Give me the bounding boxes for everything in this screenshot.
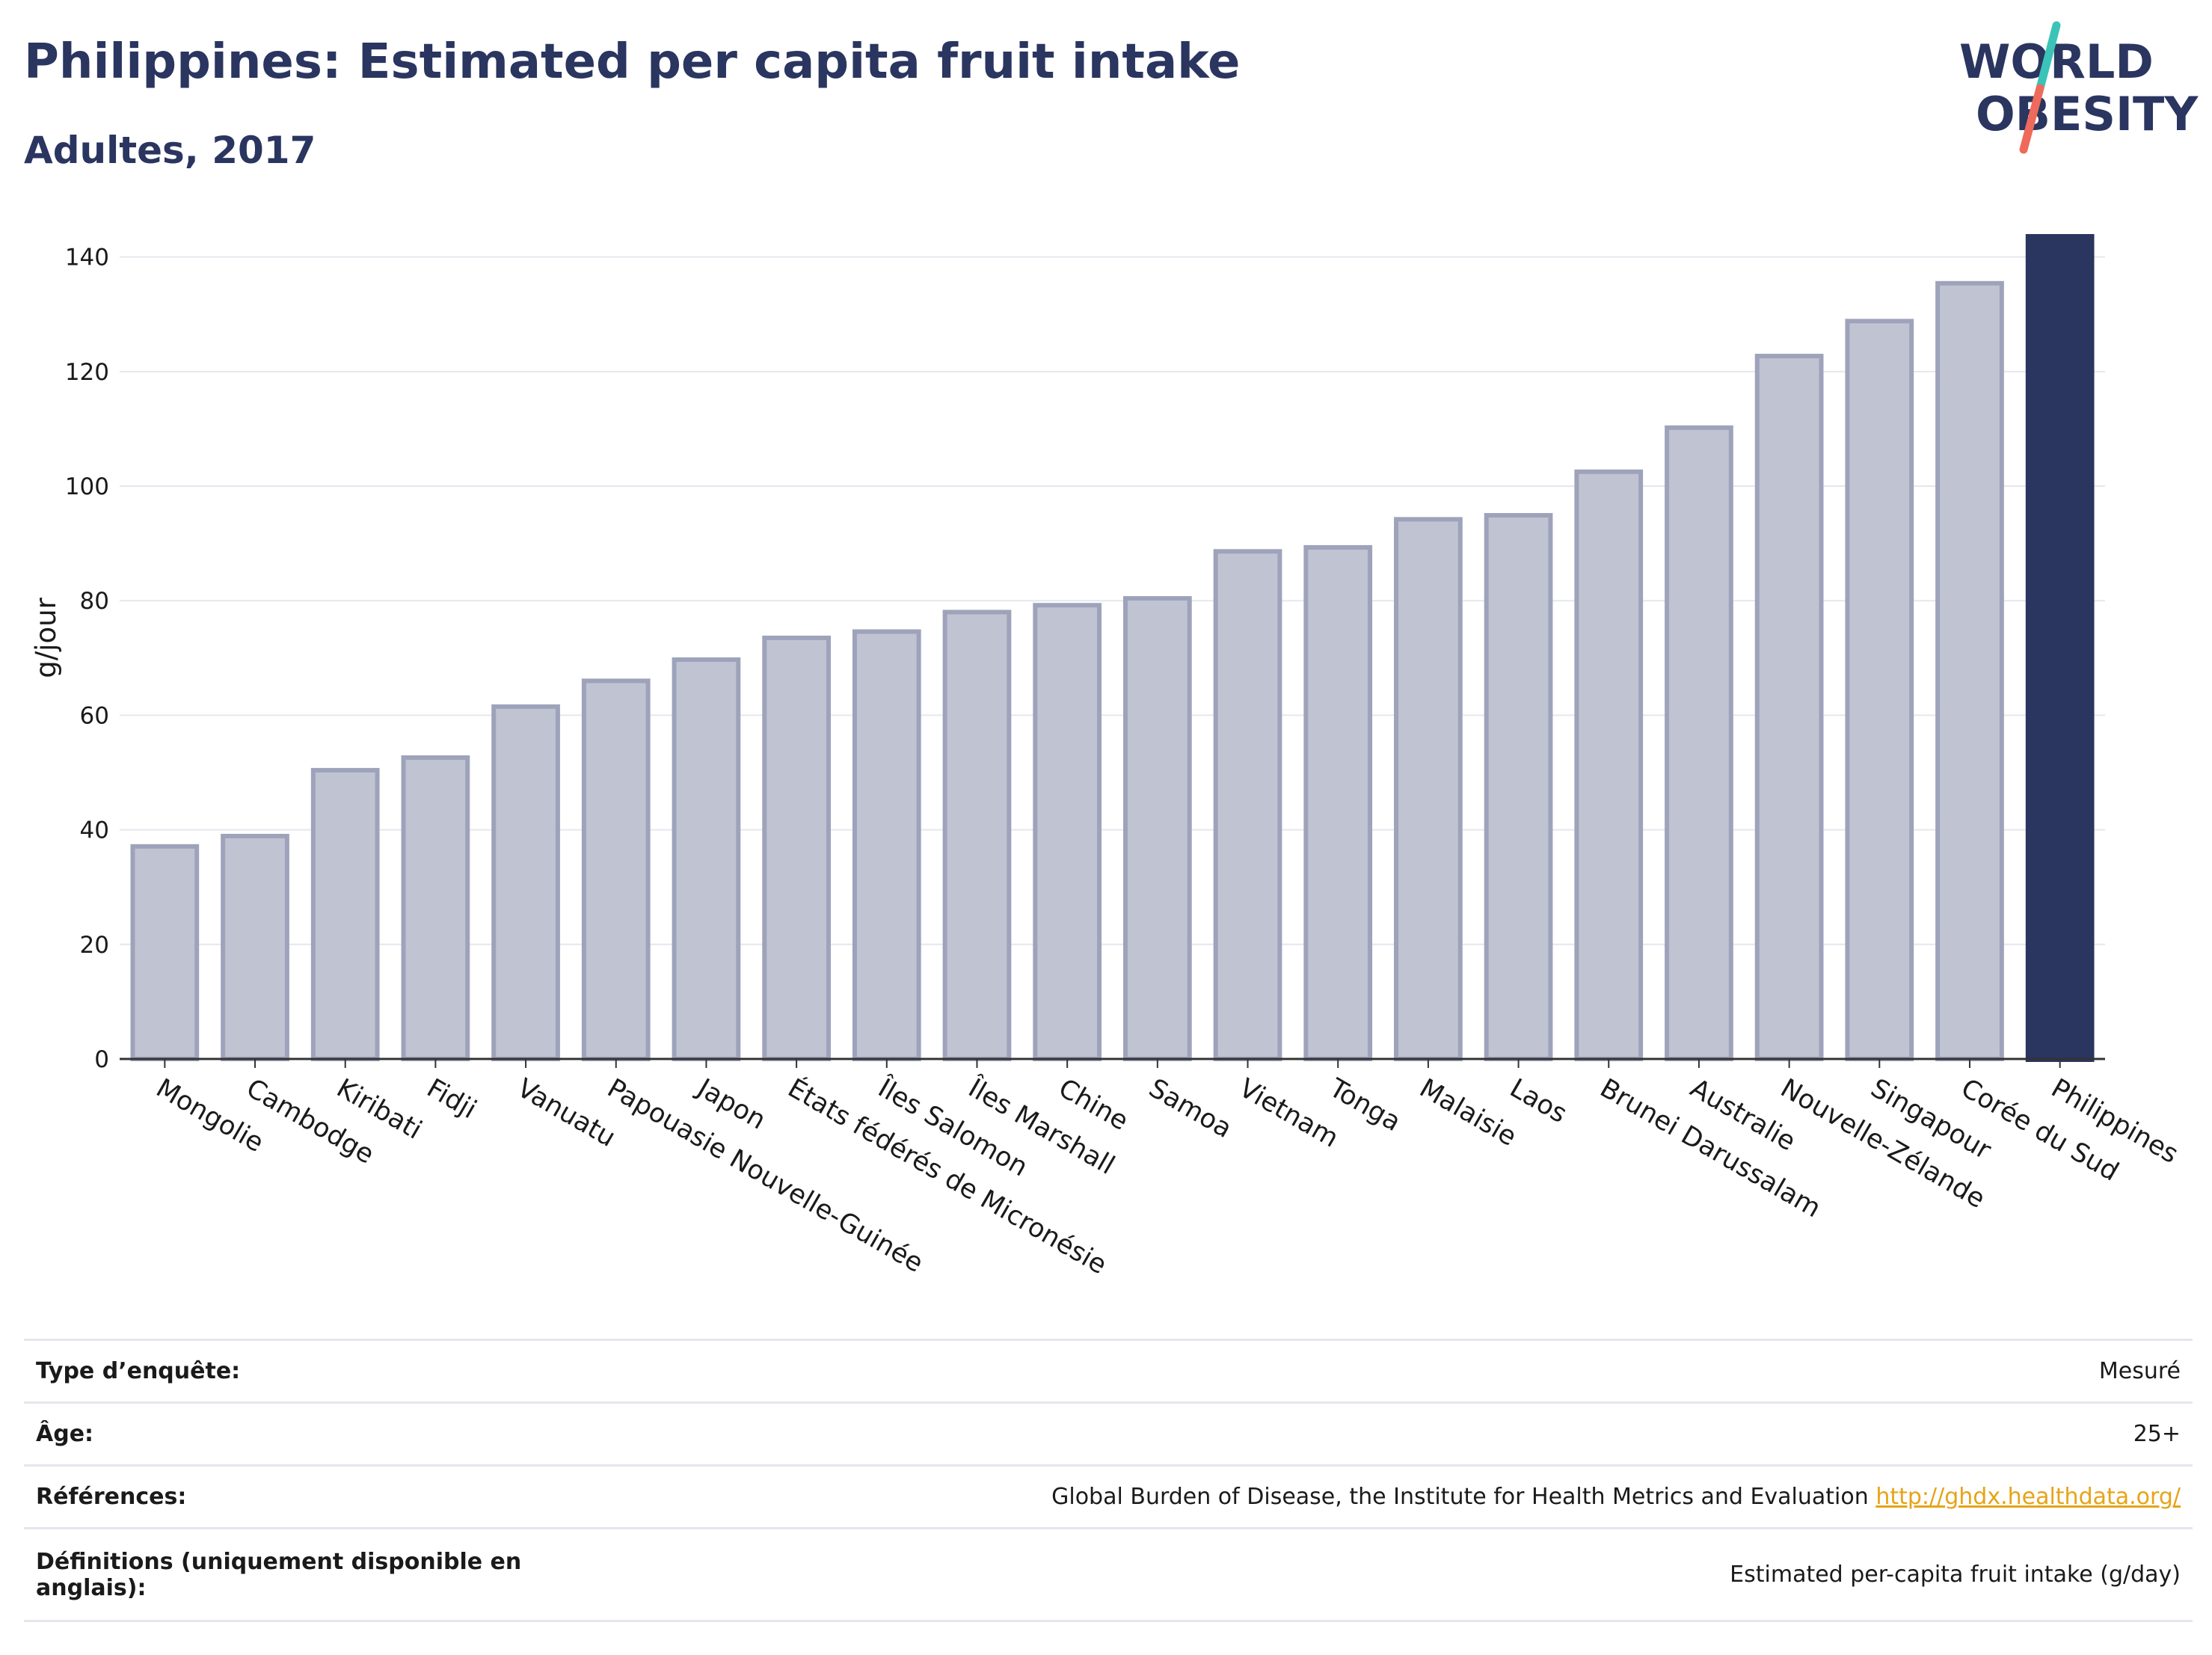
info-value: Mesuré xyxy=(574,1339,2193,1404)
reference-link[interactable]: http://ghdx.healthdata.org/ xyxy=(1875,1484,2181,1510)
info-row-references: Références: Global Burden of Disease, th… xyxy=(24,1464,2193,1529)
bar xyxy=(1665,425,1733,1061)
y-tick-label: 120 xyxy=(65,359,109,386)
bar-chart: 020406080100120140g/jourMongolieCambodge… xyxy=(30,233,2183,1280)
y-tick-label: 100 xyxy=(65,473,109,500)
bar xyxy=(1033,603,1102,1061)
y-tick-label: 0 xyxy=(94,1046,109,1073)
bar xyxy=(491,704,560,1061)
reference-text: Global Burden of Disease, the Institute … xyxy=(1051,1484,1869,1510)
bar xyxy=(762,635,831,1061)
bar xyxy=(1754,354,1824,1061)
info-row-survey-type: Type d’enquête: Mesuré xyxy=(24,1339,2193,1404)
x-tick-label: Papouasie Nouvelle-Guinée xyxy=(602,1073,928,1279)
info-row-definitions: Définitions (uniquement disponible en an… xyxy=(24,1527,2193,1622)
logo-slash-coral-icon xyxy=(2019,84,2044,154)
x-tick-label: Vietnam xyxy=(1234,1073,1343,1154)
bar xyxy=(672,657,741,1061)
info-key: Références: xyxy=(24,1464,574,1529)
logo-slash-teal-icon xyxy=(2036,21,2061,93)
bar xyxy=(942,610,1012,1061)
bar xyxy=(1845,319,1914,1061)
x-tick-label: Vanuatu xyxy=(512,1073,621,1153)
bar xyxy=(852,629,921,1061)
y-tick-label: 20 xyxy=(80,932,109,959)
logo-line1: WORLD xyxy=(1959,34,2154,89)
info-key: Âge: xyxy=(24,1401,574,1467)
bar xyxy=(310,767,380,1061)
bar xyxy=(1484,513,1553,1061)
bar xyxy=(1574,469,1644,1061)
chart-subtitle: Adultes, 2017 xyxy=(24,129,316,172)
world-obesity-logo: WORLD OBESITY xyxy=(1959,21,2199,154)
bar xyxy=(581,678,651,1061)
y-tick-label: 60 xyxy=(80,702,109,729)
bar xyxy=(221,833,289,1062)
info-value: Global Burden of Disease, the Institute … xyxy=(574,1464,2193,1529)
y-tick-label: 40 xyxy=(80,817,109,844)
bar xyxy=(130,844,200,1062)
x-tick-label: Fidji xyxy=(422,1073,482,1125)
bar-highlight xyxy=(2025,233,2095,1062)
bar xyxy=(1935,280,2004,1061)
chart-title: Philippines: Estimated per capita fruit … xyxy=(24,34,1241,90)
bar xyxy=(1213,549,1282,1061)
info-value: Estimated per-capita fruit intake (g/day… xyxy=(574,1527,2193,1622)
bar xyxy=(1394,517,1463,1061)
bar xyxy=(1122,596,1192,1061)
logo-line2: OBESITY xyxy=(1976,87,2199,141)
info-row-age: Âge: 25+ xyxy=(24,1401,2193,1467)
x-tick-label: Laos xyxy=(1505,1073,1572,1129)
x-tick-label: Samoa xyxy=(1143,1073,1236,1144)
y-axis-title: g/jour xyxy=(30,597,62,678)
y-tick-label: 80 xyxy=(80,588,109,615)
info-key: Type d’enquête: xyxy=(24,1339,574,1404)
info-table: Type d’enquête: Mesuré Âge: 25+ Référenc… xyxy=(24,1339,2193,1622)
x-tick-label: Corée du Sud xyxy=(1956,1073,2123,1188)
info-key: Définitions (uniquement disponible en an… xyxy=(24,1527,574,1622)
info-value: 25+ xyxy=(574,1401,2193,1467)
x-tick-label: Malaisie xyxy=(1414,1073,1521,1152)
y-tick-label: 140 xyxy=(65,245,109,271)
bar xyxy=(1303,544,1373,1061)
bar xyxy=(401,755,470,1061)
